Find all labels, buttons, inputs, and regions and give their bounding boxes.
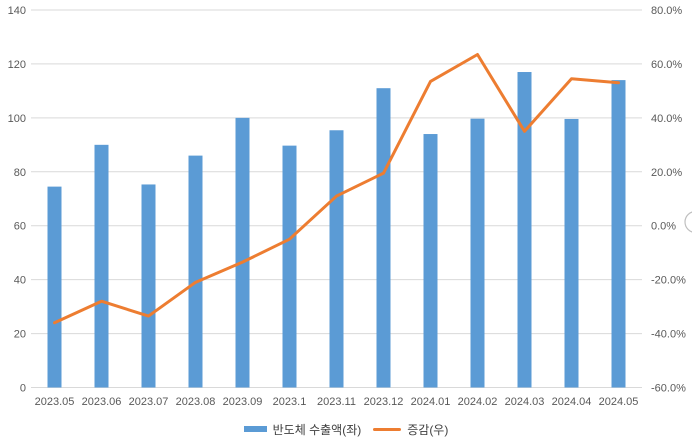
bar-series-swatch — [243, 426, 267, 432]
x-axis-label: 2024.04 — [552, 396, 592, 408]
x-axis-label: 2024.02 — [458, 396, 498, 408]
line-series-swatch — [373, 427, 402, 431]
bar-2023.11 — [329, 130, 344, 388]
x-axis-label: 2023.12 — [364, 396, 404, 408]
bar-2023.05 — [47, 186, 62, 388]
legend-label-change: 증감(우) — [407, 422, 449, 437]
bar-2024.02 — [470, 118, 485, 388]
bar-2023.12 — [376, 88, 391, 388]
x-axis-label: 2024.03 — [505, 396, 545, 408]
right-axis-tick: 20.0% — [651, 167, 682, 179]
x-axis-label: 2023.11 — [317, 396, 356, 408]
x-axis-label: 2024.01 — [411, 396, 451, 408]
x-axis-label: 2023.09 — [223, 396, 263, 408]
bar-2024.03 — [517, 72, 532, 388]
right-axis-tick: -40.0% — [651, 329, 686, 341]
right-axis-tick: 60.0% — [651, 59, 682, 71]
x-axis-label: 2023.06 — [82, 396, 122, 408]
chart-canvas: 0 20 40 60 80 100 120 140 -60.0% -40.0% -20.0% 0.0%… — [8, 5, 692, 408]
left-axis-tick: 100 — [8, 113, 26, 125]
bar-2023.1 — [282, 145, 297, 388]
left-axis-tick: 60 — [14, 221, 26, 233]
left-axis-tick: 0 — [20, 383, 26, 395]
bar-2023.07 — [141, 184, 156, 388]
x-axis-label: 2023.07 — [129, 396, 169, 408]
legend: 반도체 수출액(좌) 증감(우) — [0, 421, 692, 437]
legend-label-exports: 반도체 수출액(좌) — [272, 422, 362, 437]
right-axis-tick: -60.0% — [651, 383, 686, 395]
left-axis-tick: 20 — [14, 329, 26, 341]
bar-2023.06 — [94, 144, 109, 388]
x-axis-label: 2023.1 — [273, 396, 307, 408]
bar-2024.05 — [611, 80, 626, 388]
legend-item-exports: 반도체 수출액(좌) — [243, 421, 362, 438]
x-axis-label: 2024.05 — [599, 396, 639, 408]
right-axis-tick: 40.0% — [651, 113, 682, 125]
bar-2024.04 — [564, 118, 579, 388]
left-axis-tick: 80 — [14, 167, 26, 179]
legend-item-change: 증감(우) — [373, 421, 448, 438]
left-axis-tick: 40 — [14, 275, 26, 287]
clipped-circle-artifact — [684, 211, 692, 233]
left-axis-tick: 120 — [8, 59, 26, 71]
right-axis-tick: 0.0% — [651, 221, 676, 233]
x-axis-label: 2023.05 — [35, 396, 75, 408]
right-axis-tick: 80.0% — [651, 5, 682, 17]
left-axis-tick: 140 — [8, 5, 26, 17]
change-rate-line — [53, 52, 620, 325]
bar-2023.08 — [188, 155, 203, 388]
right-axis-tick: -20.0% — [651, 275, 686, 287]
bar-2024.01 — [423, 134, 438, 388]
bar-2023.09 — [235, 117, 250, 388]
x-axis-label: 2023.08 — [176, 396, 216, 408]
